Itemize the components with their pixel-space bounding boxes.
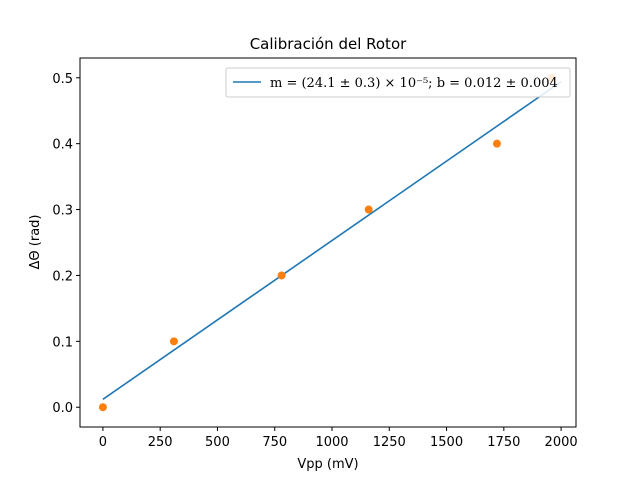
x-tick-label: 500 xyxy=(205,435,230,450)
x-tick-label: 2000 xyxy=(545,435,578,450)
legend: m = (24.1 ± 0.3) × 10⁻⁵; b = 0.012 ± 0.0… xyxy=(225,67,571,98)
y-axis-label: ΔΘ (rad) xyxy=(28,215,43,270)
y-tick-label: 0.4 xyxy=(52,138,73,153)
data-point xyxy=(98,403,107,412)
y-tick-label: 0.5 xyxy=(52,72,73,87)
axes-frame xyxy=(79,57,577,428)
data-point xyxy=(169,337,178,346)
x-axis-label: Vpp (mV) xyxy=(297,457,358,472)
y-tick-label: 0.2 xyxy=(52,269,73,284)
x-tick-label: 0 xyxy=(99,435,107,450)
x-tick-label: 750 xyxy=(262,435,287,450)
y-tick-label: 0.1 xyxy=(52,335,73,350)
legend-frame xyxy=(225,67,571,98)
x-tick-label: 1000 xyxy=(315,435,348,450)
data-point xyxy=(364,205,373,214)
x-axis: 0 250 500 750 1000 1250 1500 1750 2000 xyxy=(99,427,578,450)
x-tick-label: 1750 xyxy=(487,435,520,450)
fit-line xyxy=(102,81,562,400)
x-tick-label: 250 xyxy=(148,435,173,450)
plot-area xyxy=(98,73,562,412)
data-point xyxy=(277,271,286,280)
y-tick-label: 0.0 xyxy=(52,401,73,416)
x-tick-label: 1500 xyxy=(430,435,463,450)
legend-label-fit: m = (24.1 ± 0.3) × 10⁻⁵; b = 0.012 ± 0.0… xyxy=(270,76,558,91)
y-tick-label: 0.3 xyxy=(52,204,73,219)
y-axis: 0.0 0.1 0.2 0.3 0.4 0.5 xyxy=(52,72,80,416)
x-tick-label: 1250 xyxy=(373,435,406,450)
data-point xyxy=(492,139,501,148)
chart-title: Calibración del Rotor xyxy=(250,35,407,53)
